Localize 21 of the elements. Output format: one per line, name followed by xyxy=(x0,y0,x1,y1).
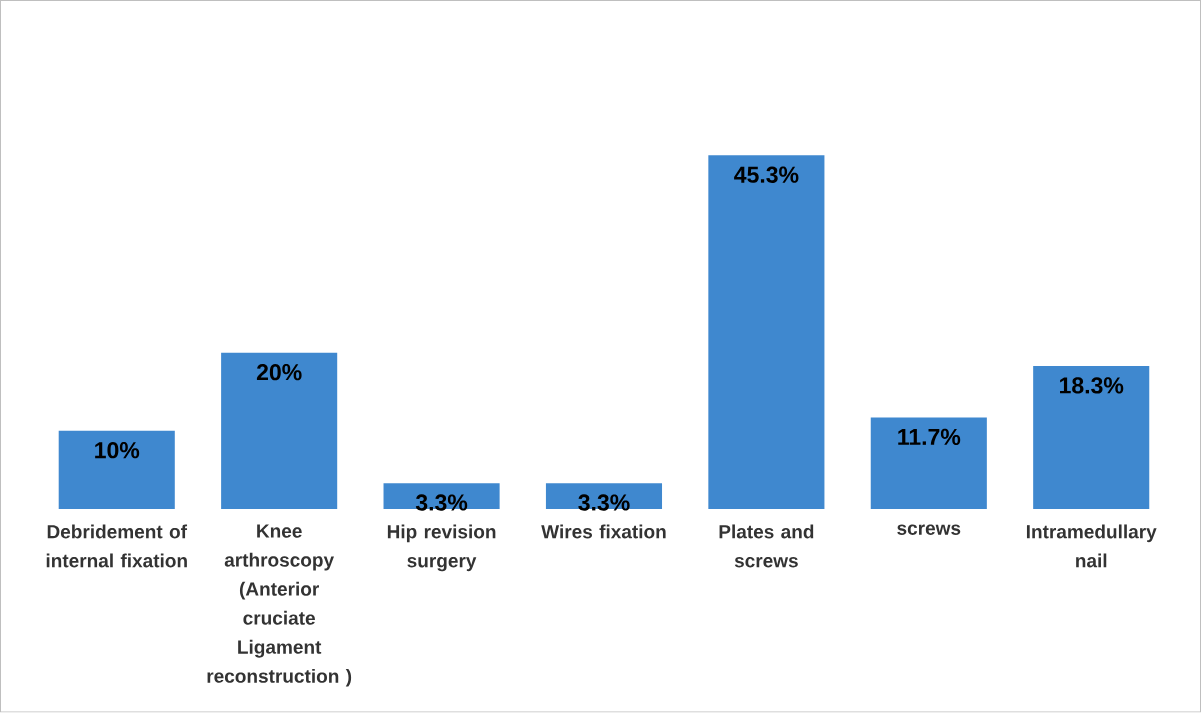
x-tick-label: Plates and screws xyxy=(719,524,814,568)
data-label: 45.3% xyxy=(734,166,799,184)
data-label: 10% xyxy=(95,442,140,459)
x-tick-label: Intramedullary nail xyxy=(1026,524,1157,568)
data-label: 20% xyxy=(256,364,302,381)
x-tick-label: Hip revision surgery xyxy=(387,524,496,572)
data-label: 3.3% xyxy=(415,494,468,511)
bar xyxy=(708,155,825,510)
x-tick-label: Knee arthroscopy (Anterior cruciate Ligament reconstruction ) xyxy=(207,524,352,687)
bar xyxy=(383,483,500,510)
bar xyxy=(1033,366,1150,510)
data-label: 11.7% xyxy=(898,429,961,446)
x-tick-label: Wires fixation xyxy=(541,524,666,539)
bar xyxy=(870,417,987,510)
x-tick-label: Debridement of internal fixation xyxy=(46,524,188,568)
bar xyxy=(58,431,175,510)
bar xyxy=(545,483,663,510)
data-label: 3.3% xyxy=(578,494,630,511)
bar xyxy=(221,353,338,510)
data-label: 18.3% xyxy=(1060,377,1124,394)
x-tick-label: screws xyxy=(897,524,961,536)
